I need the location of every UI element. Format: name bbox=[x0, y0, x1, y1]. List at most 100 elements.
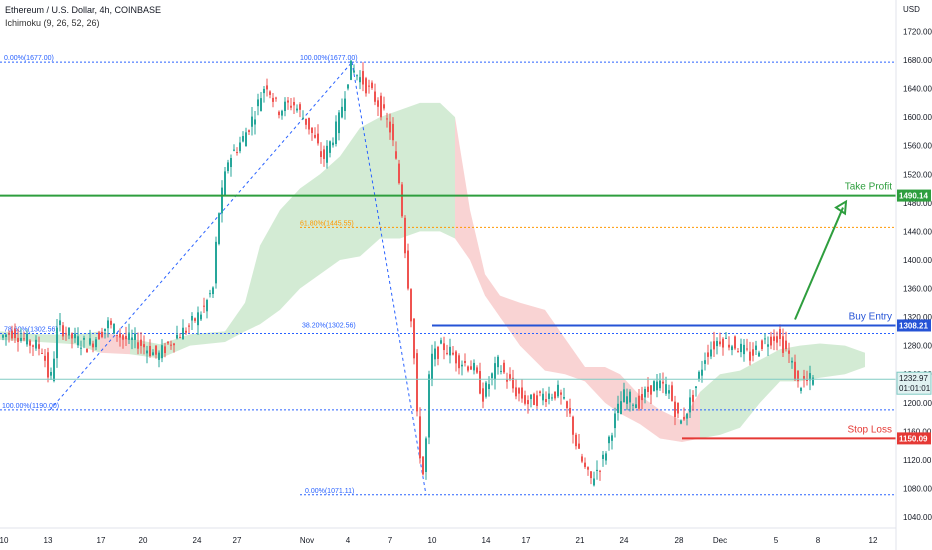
candle-body bbox=[218, 213, 220, 244]
cloud-segment bbox=[520, 302, 545, 371]
candle-body bbox=[617, 403, 619, 413]
cloud-segment bbox=[160, 334, 190, 359]
candle-body bbox=[488, 384, 490, 390]
candle-body bbox=[785, 340, 787, 350]
price-tick-label: 1600.00 bbox=[903, 113, 932, 122]
candle-body bbox=[512, 377, 514, 389]
cloud-segment bbox=[820, 343, 845, 378]
candle-body bbox=[722, 338, 724, 348]
candle-body bbox=[500, 370, 502, 372]
fibonacci-layer: 0.00%(1677.00) 100.00%(1677.00) 61.80%(144… bbox=[0, 55, 896, 496]
cloud-segment bbox=[245, 245, 260, 332]
candle-body bbox=[596, 469, 598, 471]
candle-body bbox=[14, 329, 16, 339]
candle-body bbox=[101, 331, 103, 338]
candle-body bbox=[584, 462, 586, 467]
candle-body bbox=[260, 98, 262, 111]
price-tick-label: 1360.00 bbox=[903, 285, 932, 294]
candle-body bbox=[497, 356, 499, 368]
candle-body bbox=[269, 91, 271, 95]
candle-body bbox=[74, 333, 76, 339]
candle-body bbox=[521, 387, 523, 399]
price-tick-label: 1480.00 bbox=[903, 199, 932, 208]
fib-annotation: 78.60%(1302.56) bbox=[4, 326, 58, 333]
candle-body bbox=[764, 338, 766, 340]
candle-body bbox=[323, 149, 325, 159]
candle-body bbox=[287, 100, 289, 103]
candle-body bbox=[767, 344, 769, 347]
candle-body bbox=[44, 355, 46, 361]
candle-body bbox=[188, 325, 190, 327]
time-tick-label: 20 bbox=[139, 536, 148, 545]
price-tick-label: 1120.00 bbox=[903, 456, 932, 465]
candle-body bbox=[620, 401, 622, 415]
time-tick-label: 12 bbox=[869, 536, 878, 545]
candle-body bbox=[593, 478, 595, 486]
fib-annotation: 0.00%(1677.00) bbox=[4, 55, 54, 62]
candle-body bbox=[527, 400, 529, 405]
candle-body bbox=[752, 349, 754, 356]
candle-body bbox=[575, 434, 577, 447]
candle-body bbox=[686, 413, 688, 419]
time-tick-label: 17 bbox=[522, 536, 531, 545]
candle-body bbox=[161, 345, 163, 359]
candle-body bbox=[371, 82, 373, 89]
candle-body bbox=[635, 404, 637, 409]
candle-body bbox=[146, 350, 148, 354]
time-tick-label: 10 bbox=[428, 536, 437, 545]
candle-body bbox=[68, 327, 70, 336]
cloud-segment bbox=[500, 295, 520, 346]
candle-body bbox=[350, 60, 352, 80]
candle-body bbox=[548, 393, 550, 399]
candle-body bbox=[629, 391, 631, 403]
candle-body bbox=[515, 387, 517, 397]
cloud-segment bbox=[845, 345, 865, 375]
price-tick-label: 1680.00 bbox=[903, 56, 932, 65]
candle-body bbox=[380, 95, 382, 118]
indicator-legend: Ichimoku (9, 26, 52, 26) bbox=[5, 18, 100, 28]
arrow-head-icon bbox=[834, 199, 848, 216]
candle-body bbox=[692, 394, 694, 402]
fib-diagonal bbox=[351, 62, 427, 495]
candle-body bbox=[23, 338, 25, 340]
price-tick-label: 1520.00 bbox=[903, 170, 932, 179]
fib-annotation: 100.00%(1677.00) bbox=[300, 55, 358, 62]
candle-body bbox=[137, 342, 139, 349]
cloud-segment bbox=[470, 209, 485, 296]
ichimoku-cloud-layer bbox=[0, 102, 865, 443]
candle-body bbox=[398, 163, 400, 184]
cloud-segment bbox=[420, 102, 440, 232]
candle-body bbox=[254, 119, 256, 125]
candle-body bbox=[632, 404, 634, 406]
candle-body bbox=[83, 337, 85, 340]
cloud-segment bbox=[720, 370, 740, 435]
cloud-segment bbox=[485, 274, 500, 318]
price-tick-label: 1440.00 bbox=[903, 227, 932, 236]
candle-body bbox=[539, 391, 541, 394]
candle-body bbox=[518, 388, 520, 394]
candle-body bbox=[377, 100, 379, 107]
cloud-segment bbox=[565, 338, 585, 382]
candle-body bbox=[185, 330, 187, 333]
candle-body bbox=[104, 328, 106, 331]
time-axis[interactable]: 10 13 17 20 24 27 Nov 4 7 10 14 17 21 24 28 Dec 5 8 12 bbox=[0, 527, 896, 545]
candle-body bbox=[797, 370, 799, 382]
candle-body bbox=[719, 341, 721, 345]
time-tick-label: 7 bbox=[388, 536, 393, 545]
candle-body bbox=[473, 362, 475, 371]
candle-body bbox=[578, 443, 580, 449]
candle-body bbox=[731, 346, 733, 351]
candle-body bbox=[314, 134, 316, 138]
candle-body bbox=[347, 84, 349, 89]
candle-body bbox=[149, 345, 151, 357]
candle-body bbox=[338, 112, 340, 134]
candle-body bbox=[119, 333, 121, 338]
price-tick-label: 1640.00 bbox=[903, 85, 932, 94]
candle-body bbox=[206, 300, 208, 312]
candle-body bbox=[461, 364, 463, 367]
candle-body bbox=[440, 340, 442, 344]
candle-body bbox=[647, 386, 649, 392]
price-axis[interactable]: 1040.001080.001120.001160.001200.001240.… bbox=[895, 0, 932, 550]
candle-body bbox=[248, 130, 250, 132]
